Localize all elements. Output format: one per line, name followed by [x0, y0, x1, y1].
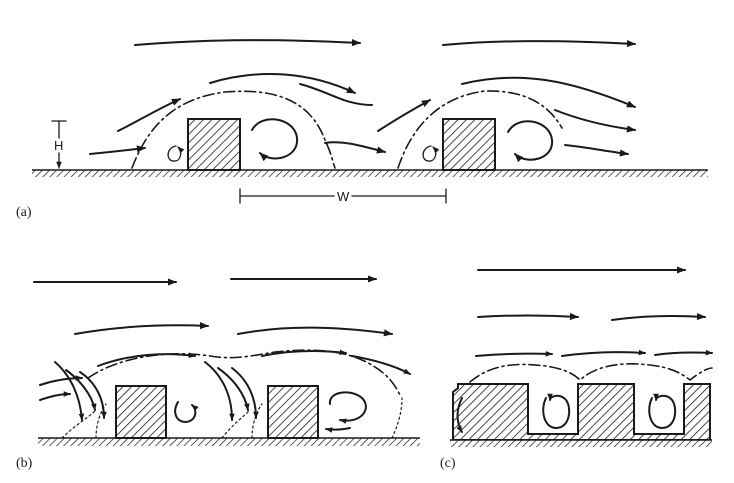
- panel-b-dotted-line: [391, 397, 403, 439]
- downwash-arrow: [217, 367, 250, 411]
- panel-b-label: (b): [16, 456, 33, 471]
- cavity-vortex: [328, 391, 367, 424]
- streamline-arrow: [117, 98, 181, 132]
- streamline-arrow: [456, 397, 463, 433]
- panel-c-ground: [450, 440, 712, 447]
- streamline-arrow: [611, 312, 706, 321]
- panel-b-separation-line: [87, 349, 401, 396]
- panel-a-label: (a): [16, 205, 32, 220]
- panel-a-separation-line-2: [397, 90, 563, 169]
- streamline-arrow: [89, 145, 146, 155]
- streamline-arrow: [461, 76, 636, 108]
- panel-c-label: (c): [440, 456, 456, 471]
- streamline-arrow: [377, 99, 431, 132]
- panel-b-dotted-line: [251, 403, 263, 439]
- streamline-arrow: [209, 73, 356, 94]
- wake-vortex-1: [251, 118, 299, 162]
- panel-b-dotted-line: [61, 409, 97, 439]
- height-symbol: H: [54, 138, 63, 153]
- streamline-arrow: [654, 349, 713, 356]
- streamline-arrow: [134, 39, 361, 47]
- height-marker: H: [51, 120, 67, 169]
- panel-b-building-1: [115, 385, 167, 439]
- streamline-arrow: [475, 350, 553, 357]
- panel-c-separation-line: [469, 363, 713, 383]
- panel-a: H W (a): [16, 39, 708, 220]
- streamline-arrow: [324, 141, 386, 154]
- streamline-arrow: [97, 352, 196, 367]
- downwash-arrow: [79, 371, 107, 419]
- streamline-arrow: [442, 39, 636, 48]
- streamline-arrow: [564, 144, 629, 157]
- panel-c: (c): [440, 266, 713, 471]
- downwash-arrow: [65, 369, 97, 411]
- cavity-vortex: [648, 393, 677, 429]
- wake-vortex-2: [507, 120, 554, 163]
- streamline-arrow: [477, 312, 579, 321]
- panel-b-building-2: [267, 385, 319, 439]
- spacing-symbol: W: [337, 189, 350, 204]
- vortex-arrow: [422, 145, 440, 162]
- streamline-arrow: [74, 322, 209, 335]
- downwash-arrow: [54, 361, 85, 421]
- downwash-arrow: [231, 367, 259, 419]
- panel-b: (b): [16, 275, 420, 471]
- panel-a-building-1: [187, 118, 241, 171]
- streamline-arrow: [39, 391, 71, 401]
- panel-a-building-2: [442, 118, 496, 171]
- panel-a-separation-line-1: [131, 90, 336, 169]
- panel-b-ground: [38, 438, 420, 446]
- vortex-arrow: [167, 145, 185, 162]
- panel-a-ground: [32, 170, 708, 177]
- streamline-arrow: [554, 109, 636, 133]
- downwash-arrow: [204, 361, 235, 421]
- streamline-arrow: [561, 349, 646, 357]
- streamline-arrow: [39, 375, 83, 386]
- cavity-vortex: [542, 393, 571, 429]
- panel-b-dotted-line: [95, 403, 107, 439]
- streamline-arrow: [261, 349, 347, 357]
- streamline-arrow: [351, 355, 411, 375]
- spacing-marker: W: [239, 188, 447, 204]
- streamline-arrow: [299, 83, 373, 106]
- panel-c-roughness-block: [452, 383, 711, 441]
- streamline-arrow: [237, 326, 393, 337]
- streamline-arrow: [325, 427, 351, 433]
- cavity-vortex: [174, 401, 199, 423]
- panel-b-dotted-line: [221, 409, 251, 439]
